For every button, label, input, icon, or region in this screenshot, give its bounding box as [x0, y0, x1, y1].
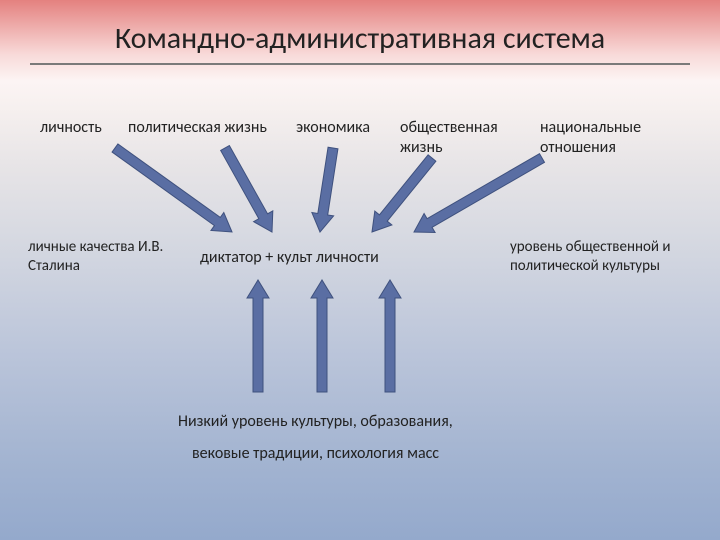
title-box: Командно-административная система — [30, 20, 690, 65]
left-label-line2: Сталина — [28, 257, 80, 275]
arrow — [372, 155, 436, 232]
top-label-2: политическая жизнь — [128, 118, 267, 138]
arrow — [312, 147, 338, 232]
top-label-4-line2: жизнь — [400, 138, 443, 157]
arrow — [311, 280, 333, 392]
top-label-5-line2: отношения — [540, 138, 616, 157]
center-label: диктатор + культ личности — [200, 248, 379, 268]
left-label: личные качества И.В. Сталина — [28, 238, 163, 276]
arrow — [221, 146, 273, 232]
top-label-4: общественная жизнь — [400, 118, 498, 158]
bottom-line-1: Низкий уровень культуры, образования, — [178, 412, 453, 432]
arrow — [112, 144, 232, 232]
bottom-line-2: вековые традиции, психология масс — [192, 444, 439, 464]
left-label-line1: личные качества И.В. — [28, 238, 163, 256]
arrow — [379, 280, 401, 392]
top-label-1: личность — [40, 118, 102, 138]
right-label-line1: уровень общественной и — [510, 238, 671, 256]
top-label-5: национальные отношения — [540, 118, 641, 158]
top-label-3: экономика — [296, 118, 370, 138]
arrow — [414, 154, 545, 233]
arrow — [247, 280, 269, 392]
page-title: Командно-административная система — [30, 20, 690, 57]
right-label: уровень общественной и политической куль… — [510, 238, 671, 276]
top-label-4-line1: общественная — [400, 118, 498, 137]
right-label-line2: политической культуры — [510, 257, 660, 275]
top-label-5-line1: национальные — [540, 118, 641, 137]
